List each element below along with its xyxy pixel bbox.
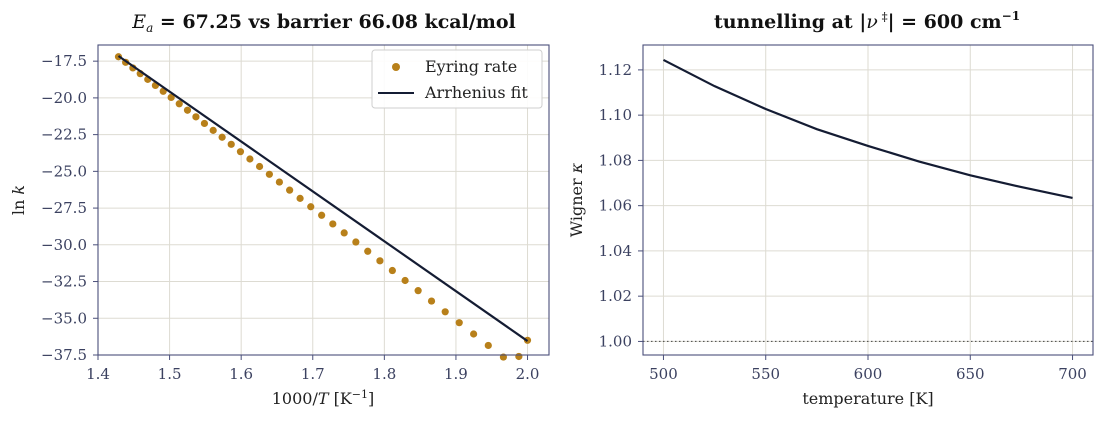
y-tick-label: −37.5 [41, 346, 87, 364]
right-chart-panel: tunnelling at |ν ‡| = 600 cm−1 500 550 600… [567, 9, 1094, 408]
left-chart-legend: Eyring rate Arrhenius fit [371, 49, 543, 109]
left-chart-title: Ea = 67.25 vs barrier 66.08 kcal/mol [131, 11, 516, 35]
left-chart-ticks: 1.4 1.5 1.6 1.7 1.8 1.9 2.0 −37.5 −35.0 −32.5 −30.… [41, 52, 539, 383]
y-tick-label: −20.0 [41, 89, 87, 107]
data-point [209, 126, 217, 134]
series-line [117, 55, 529, 342]
y-tick-label: 1.06 [599, 197, 632, 215]
data-point [329, 220, 337, 228]
data-point [246, 155, 254, 163]
data-point [364, 247, 372, 255]
x-tick-label: 2.0 [516, 365, 540, 383]
legend-marker-eyring [392, 63, 400, 71]
x-tick-label: 1.9 [444, 365, 468, 383]
x-tick-label: 650 [956, 365, 985, 383]
legend-label-eyring: Eyring rate [425, 57, 517, 76]
data-point [255, 162, 264, 171]
y-tick-label: −17.5 [41, 52, 87, 70]
data-point [515, 352, 523, 361]
data-point [218, 133, 226, 141]
x-tick-label: 600 [854, 365, 883, 383]
y-tick-label: −32.5 [41, 273, 87, 291]
y-tick-label: −25.0 [41, 162, 87, 180]
data-point [175, 100, 183, 108]
data-point [352, 238, 360, 246]
x-tick-label: 1.7 [301, 365, 325, 383]
x-tick-label: 700 [1058, 365, 1087, 383]
x-tick-label: 500 [649, 365, 678, 383]
x-tick-label: 1.5 [158, 365, 182, 383]
data-point [183, 106, 192, 114]
data-point [275, 178, 284, 186]
y-tick-label: 1.02 [599, 287, 632, 305]
data-point [200, 119, 209, 128]
data-point [340, 229, 348, 237]
data-point [192, 113, 200, 121]
right-chart-ticks: 500 550 600 650 700 1.00 1.02 1.04 1.06 1.08 1.10 1… [599, 61, 1087, 383]
x-tick-label: 1.8 [372, 365, 396, 383]
y-tick-label: −35.0 [41, 309, 87, 327]
y-tick-label: 1.12 [599, 61, 632, 79]
series-line [662, 58, 1073, 200]
y-tick-label: 1.04 [599, 242, 632, 260]
y-tick-label: 1.10 [599, 106, 632, 124]
data-point [441, 308, 449, 316]
left-chart-frame [97, 44, 550, 356]
right-chart-grid [643, 45, 1093, 355]
data-point [307, 203, 315, 211]
data-point [296, 194, 304, 202]
data-point [236, 148, 245, 156]
right-chart-ylabel: Wigner κ [567, 162, 586, 237]
data-point [388, 266, 396, 275]
data-point [427, 297, 436, 305]
right-chart-xlabel: temperature [K] [802, 389, 933, 408]
data-point [227, 140, 235, 148]
data-point [265, 170, 273, 178]
x-tick-label: 550 [751, 365, 780, 383]
left-chart-xlabel: 1000/T [K−1] [272, 388, 375, 408]
data-point [414, 287, 422, 295]
left-chart-ylabel: ln k [9, 185, 28, 215]
data-point [167, 93, 175, 102]
legend-label-arrhenius: Arrhenius fit [424, 83, 528, 102]
data-point [376, 257, 384, 265]
left-chart-marks [114, 53, 532, 361]
data-point [484, 341, 492, 350]
y-tick-label: 1.00 [599, 332, 632, 350]
data-point [470, 330, 478, 338]
left-chart-panel: Ea = 67.25 vs barrier 66.08 kcal/mol 1.4… [9, 11, 550, 408]
y-tick-label: −27.5 [41, 199, 87, 217]
data-point [401, 276, 409, 285]
data-point [286, 186, 294, 194]
y-tick-label: −22.5 [41, 126, 87, 144]
legend-box [371, 49, 543, 109]
y-tick-label: −30.0 [41, 236, 87, 254]
x-tick-label: 1.4 [86, 365, 110, 383]
data-point [455, 319, 463, 327]
right-chart-title: tunnelling at |ν ‡| = 600 cm−1 [714, 9, 1020, 33]
y-tick-label: 1.08 [599, 151, 632, 169]
x-tick-label: 1.6 [229, 365, 253, 383]
data-point [318, 211, 326, 219]
right-chart-marks [643, 58, 1093, 342]
